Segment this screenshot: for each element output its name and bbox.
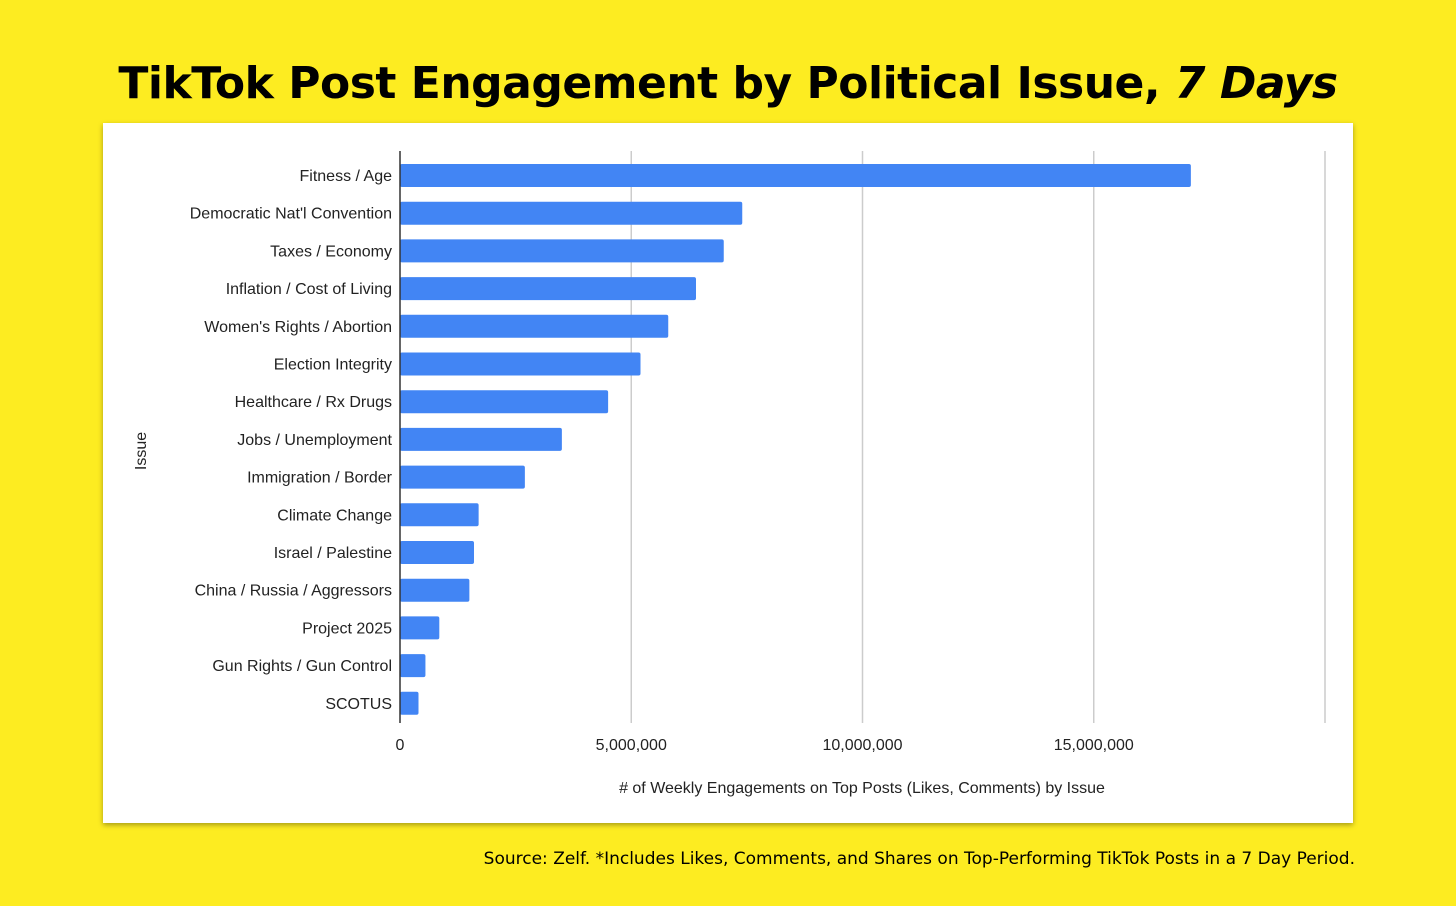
bar-10 (400, 541, 474, 564)
category-label-4: Women's Rights / Abortion (204, 319, 392, 336)
chart-card: Fitness / Age Democratic Nat'l Convention… (103, 123, 1353, 823)
bar-11 (400, 578, 470, 602)
x-tick-label-0: 0 (396, 737, 405, 754)
category-label-1: Democratic Nat'l Convention (190, 206, 392, 223)
x-tick-label-3: 15,000,000 (1054, 737, 1134, 754)
category-label-6: Healthcare / Rx Drugs (235, 394, 392, 411)
category-label-14: SCOTUS (325, 696, 392, 713)
category-label-3: Inflation / Cost of Living (226, 281, 392, 298)
bar-3 (400, 277, 696, 301)
category-label-10: Israel / Palestine (274, 545, 392, 562)
bar-4 (400, 314, 669, 338)
category-label-5: Election Integrity (274, 357, 392, 374)
category-label-9: Climate Change (277, 507, 392, 524)
bar-13 (400, 654, 426, 678)
category-label-0: Fitness / Age (300, 168, 393, 185)
bar-5 (400, 352, 641, 376)
chart-title-emphasis: 7 Days (1174, 58, 1338, 109)
x-axis-title: # of Weekly Engagements on Top Posts (Li… (619, 780, 1105, 797)
x-tick-label-1: 5,000,000 (596, 737, 667, 754)
bar-2 (400, 239, 724, 263)
chart-title: TikTok Post Engagement by Political Issu… (0, 58, 1456, 109)
bar-chart: Fitness / Age Democratic Nat'l Convention… (133, 151, 1326, 797)
bar-6 (400, 390, 609, 414)
bar-1 (400, 201, 743, 225)
chart-title-main: TikTok Post Engagement by Political Issu… (118, 58, 1175, 109)
category-label-7: Jobs / Unemployment (237, 432, 392, 449)
bar-9 (400, 503, 479, 527)
source-note: Source: Zelf. *Includes Likes, Comments,… (483, 849, 1355, 869)
y-axis-title: Issue (133, 432, 150, 470)
bar-14 (400, 691, 419, 715)
bar-0 (400, 164, 1191, 187)
x-tick-label-2: 10,000,000 (822, 737, 902, 754)
category-label-11: China / Russia / Aggressors (195, 583, 392, 600)
category-label-12: Project 2025 (302, 620, 392, 637)
bar-7 (400, 427, 562, 451)
category-label-13: Gun Rights / Gun Control (212, 658, 392, 675)
bar-12 (400, 616, 440, 640)
category-label-8: Immigration / Border (247, 470, 393, 487)
category-label-2: Taxes / Economy (270, 243, 392, 260)
bar-8 (400, 465, 525, 489)
